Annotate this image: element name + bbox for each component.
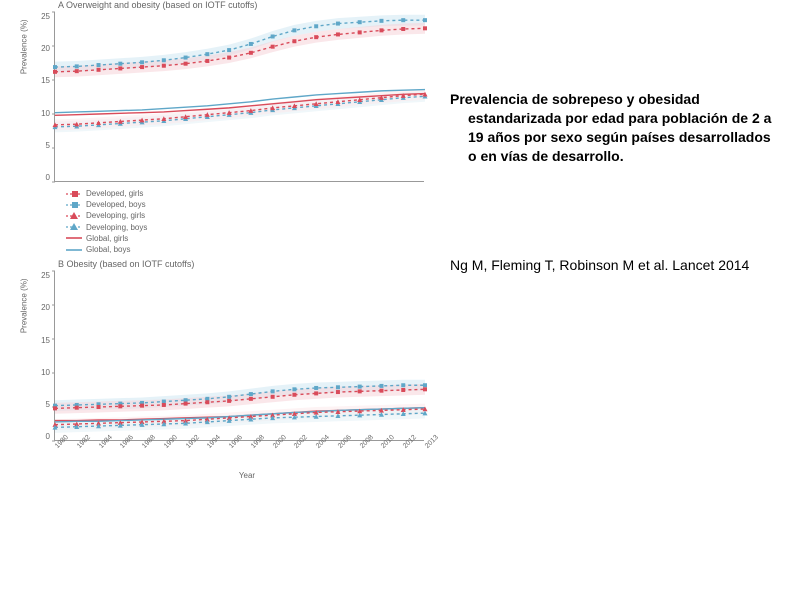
y-tick: 10 <box>41 368 50 377</box>
x-tick: 1998 <box>250 445 255 450</box>
x-tick: 1986 <box>119 445 124 450</box>
x-tick: 2006 <box>337 445 342 450</box>
x-tick: 2004 <box>315 445 320 450</box>
legend-item: Global, boys <box>66 244 440 255</box>
legend-swatch <box>66 246 82 254</box>
x-tick: 2000 <box>272 445 277 450</box>
legend-item: Developing, boys <box>66 222 440 233</box>
x-axis-label: Year <box>30 471 440 480</box>
panel-b: B Obesity (based on IOTF cutoffs) Preval… <box>30 259 440 480</box>
panel-a-plot <box>54 12 424 182</box>
legend-label: Developed, boys <box>86 199 146 210</box>
description-text: Prevalencia de sobrepeso y obesidad esta… <box>450 90 774 166</box>
x-tick: 2002 <box>293 445 298 450</box>
x-tick: 2008 <box>359 445 364 450</box>
x-tick: 1988 <box>141 445 146 450</box>
x-tick: 1990 <box>163 445 168 450</box>
x-tick: 2010 <box>380 445 385 450</box>
panel-a-ylabel: Prevalence (%) <box>20 19 29 74</box>
y-tick: 5 <box>46 400 50 409</box>
text-column: Prevalencia de sobrepeso y obesidad esta… <box>440 0 794 595</box>
x-tick: 1994 <box>206 445 211 450</box>
y-tick: 20 <box>41 303 50 312</box>
legend-item: Global, girls <box>66 233 440 244</box>
x-tick: 1984 <box>98 445 103 450</box>
panel-a: A Overweight and obesity (based on IOTF … <box>30 0 440 259</box>
x-tick: 1996 <box>228 445 233 450</box>
legend-label: Developing, boys <box>86 222 147 233</box>
y-tick: 0 <box>46 432 50 441</box>
legend-swatch <box>66 223 82 231</box>
x-tick: 2012 <box>402 445 407 450</box>
legend: Developed, girlsDeveloped, boysDevelopin… <box>30 182 440 259</box>
panel-b-ylabel: Prevalence (%) <box>20 279 29 334</box>
x-tick: 2013 <box>424 445 429 450</box>
legend-swatch <box>66 234 82 242</box>
legend-swatch <box>66 190 82 198</box>
y-tick: 25 <box>41 271 50 280</box>
panel-a-yaxis: 25 20 15 10 5 0 <box>30 12 54 182</box>
legend-label: Developed, girls <box>86 188 143 199</box>
x-tick: 1982 <box>76 445 81 450</box>
y-tick: 25 <box>41 12 50 21</box>
legend-label: Global, boys <box>86 244 130 255</box>
y-tick: 20 <box>41 44 50 53</box>
legend-item: Developing, girls <box>66 210 440 221</box>
panel-a-title: A Overweight and obesity (based on IOTF … <box>30 0 440 10</box>
y-tick: 15 <box>41 336 50 345</box>
legend-swatch <box>66 212 82 220</box>
charts-column: A Overweight and obesity (based on IOTF … <box>0 0 440 595</box>
panel-b-yaxis: 25 20 15 10 5 0 <box>30 271 54 441</box>
x-axis: 1980 1982 1984 1986 1988 1990 1992 1994 1996 1998… <box>30 443 424 457</box>
panel-b-plot <box>54 271 424 441</box>
legend-item: Developed, boys <box>66 199 440 210</box>
x-tick: 1992 <box>185 445 190 450</box>
legend-item: Developed, girls <box>66 188 440 199</box>
y-tick: 0 <box>46 173 50 182</box>
panel-b-title: B Obesity (based on IOTF cutoffs) <box>30 259 440 269</box>
x-tick: 1980 <box>54 445 59 450</box>
legend-label: Developing, girls <box>86 210 145 221</box>
y-tick: 15 <box>41 76 50 85</box>
legend-swatch <box>66 201 82 209</box>
y-tick: 10 <box>41 109 50 118</box>
legend-label: Global, girls <box>86 233 128 244</box>
citation-text: Ng M, Fleming T, Robinson M et al. Lance… <box>450 256 774 275</box>
y-tick: 5 <box>46 141 50 150</box>
